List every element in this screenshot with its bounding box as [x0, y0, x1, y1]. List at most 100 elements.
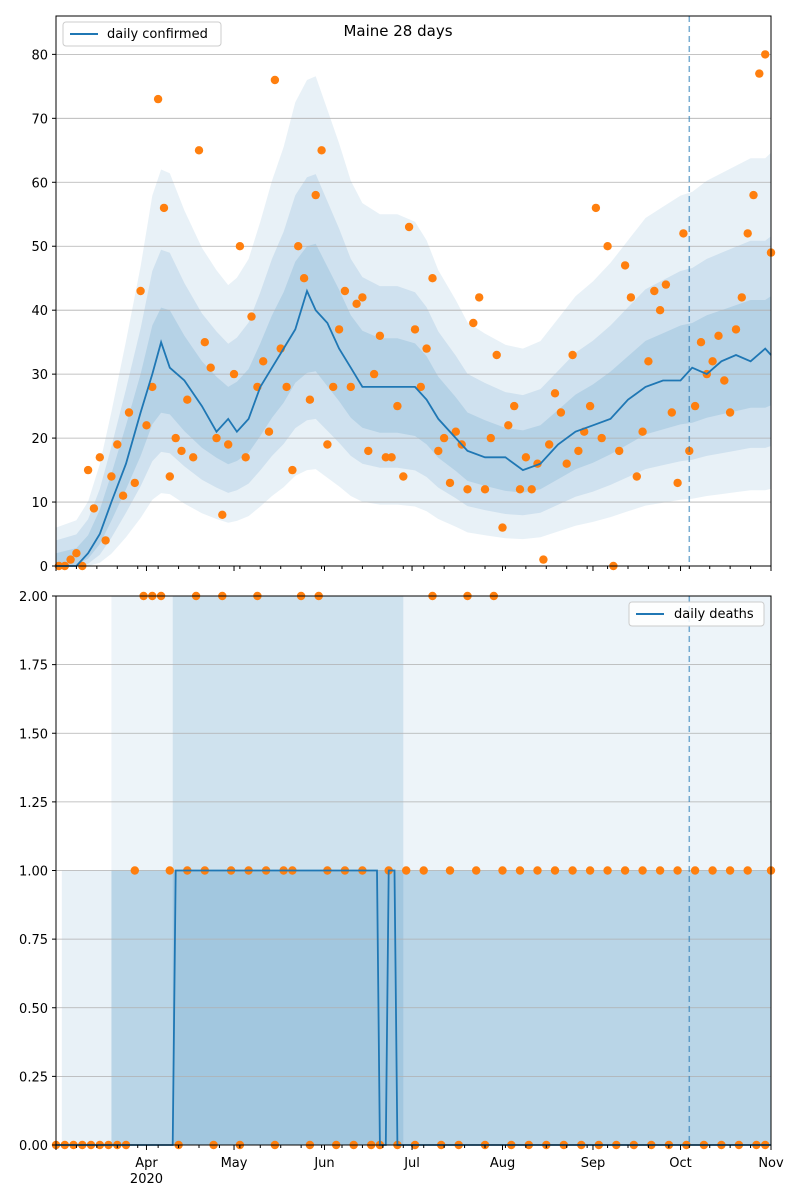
observed-point	[194, 146, 204, 155]
observed-point	[463, 485, 472, 494]
observed-point	[416, 382, 425, 392]
observed-point	[101, 536, 110, 545]
observed-point	[679, 229, 688, 238]
y-tick-label: 0.75	[19, 933, 48, 948]
observed-point	[402, 866, 411, 875]
daily-confirmed-line	[56, 288, 772, 567]
observed-point	[393, 401, 402, 411]
observed-point	[352, 299, 361, 308]
observed-point	[259, 357, 268, 366]
observed-point	[673, 478, 682, 488]
observed-point	[451, 427, 460, 436]
observed-point	[369, 369, 379, 379]
observed-point	[229, 369, 239, 379]
x-tick-label: Aug	[490, 1156, 515, 1171]
y-tick-label: 20	[31, 432, 48, 447]
observed-point	[83, 465, 93, 475]
x-tick-label: Oct	[669, 1156, 691, 1171]
observed-point	[521, 453, 531, 462]
observed-point	[334, 325, 344, 334]
observed-point	[428, 274, 437, 283]
observed-point	[708, 357, 717, 366]
observed-point	[650, 286, 659, 296]
observed-point	[504, 421, 513, 430]
observed-point	[585, 401, 595, 411]
observed-point	[469, 318, 478, 328]
observed-point	[603, 866, 612, 875]
observed-point	[329, 382, 338, 392]
observed-point	[177, 446, 186, 456]
observed-point	[585, 866, 595, 875]
y-tick-label: 70	[31, 112, 48, 127]
legend-box	[62, 21, 222, 47]
observed-point	[690, 401, 700, 411]
observed-point	[743, 229, 752, 238]
confidence-band-3	[56, 243, 771, 566]
observed-point	[720, 376, 729, 385]
y-tick-label: 10	[31, 496, 48, 511]
observed-point	[419, 866, 428, 875]
confirmed-x-ticks	[55, 566, 772, 571]
y-tick-label: 1.00	[19, 865, 48, 880]
observed-point	[667, 408, 676, 417]
observed-point	[550, 866, 560, 875]
observed-point	[346, 382, 355, 392]
observed-point	[568, 350, 577, 360]
observed-point	[562, 459, 571, 468]
observed-point	[725, 866, 735, 875]
observed-point	[183, 395, 192, 404]
observed-point	[241, 453, 250, 462]
observed-point	[113, 440, 122, 449]
observed-point	[655, 306, 665, 315]
observed-point	[515, 866, 525, 875]
observed-point	[130, 866, 139, 875]
observed-point	[696, 338, 706, 347]
y-tick-label: 0.25	[19, 1070, 48, 1085]
observed-point	[66, 555, 75, 564]
observed-point	[673, 866, 682, 875]
observed-point	[644, 357, 653, 366]
x-tick-label: May	[221, 1156, 248, 1171]
y-tick-label: 0.00	[19, 1139, 48, 1154]
observed-point	[375, 331, 385, 340]
observed-point	[294, 242, 303, 251]
observed-point	[515, 485, 525, 494]
observed-point	[445, 478, 455, 488]
y-tick-label: 1.50	[19, 727, 48, 742]
y-tick-label: 2.00	[19, 590, 48, 605]
observed-point	[439, 433, 449, 443]
observed-point	[550, 389, 560, 398]
observed-point	[545, 440, 554, 449]
observed-point	[690, 866, 700, 875]
observed-point	[708, 866, 717, 875]
observed-point	[124, 408, 134, 417]
observed-point	[399, 472, 408, 481]
y-tick-label: 40	[31, 304, 48, 319]
observed-point	[527, 485, 536, 494]
observed-point	[486, 433, 495, 443]
observed-point	[159, 203, 169, 213]
y-tick-label: 30	[31, 368, 48, 383]
observed-point	[475, 293, 484, 302]
observed-point	[445, 866, 455, 875]
observed-point	[556, 408, 566, 417]
legend-label: daily deaths	[674, 607, 754, 622]
legend-label: daily confirmed	[107, 27, 208, 42]
observed-point	[136, 286, 145, 296]
observed-point	[533, 866, 542, 875]
observed-point	[224, 440, 233, 449]
observed-point	[626, 293, 636, 302]
observed-point	[212, 433, 221, 443]
observed-point	[165, 866, 174, 875]
observed-point	[387, 453, 396, 462]
legend-box	[628, 601, 765, 627]
observed-point	[340, 286, 350, 296]
observed-point	[130, 478, 139, 488]
observed-point	[404, 222, 414, 232]
observed-point	[189, 453, 198, 462]
observed-point	[638, 866, 647, 875]
observed-point	[539, 555, 548, 564]
observed-point	[749, 190, 758, 200]
